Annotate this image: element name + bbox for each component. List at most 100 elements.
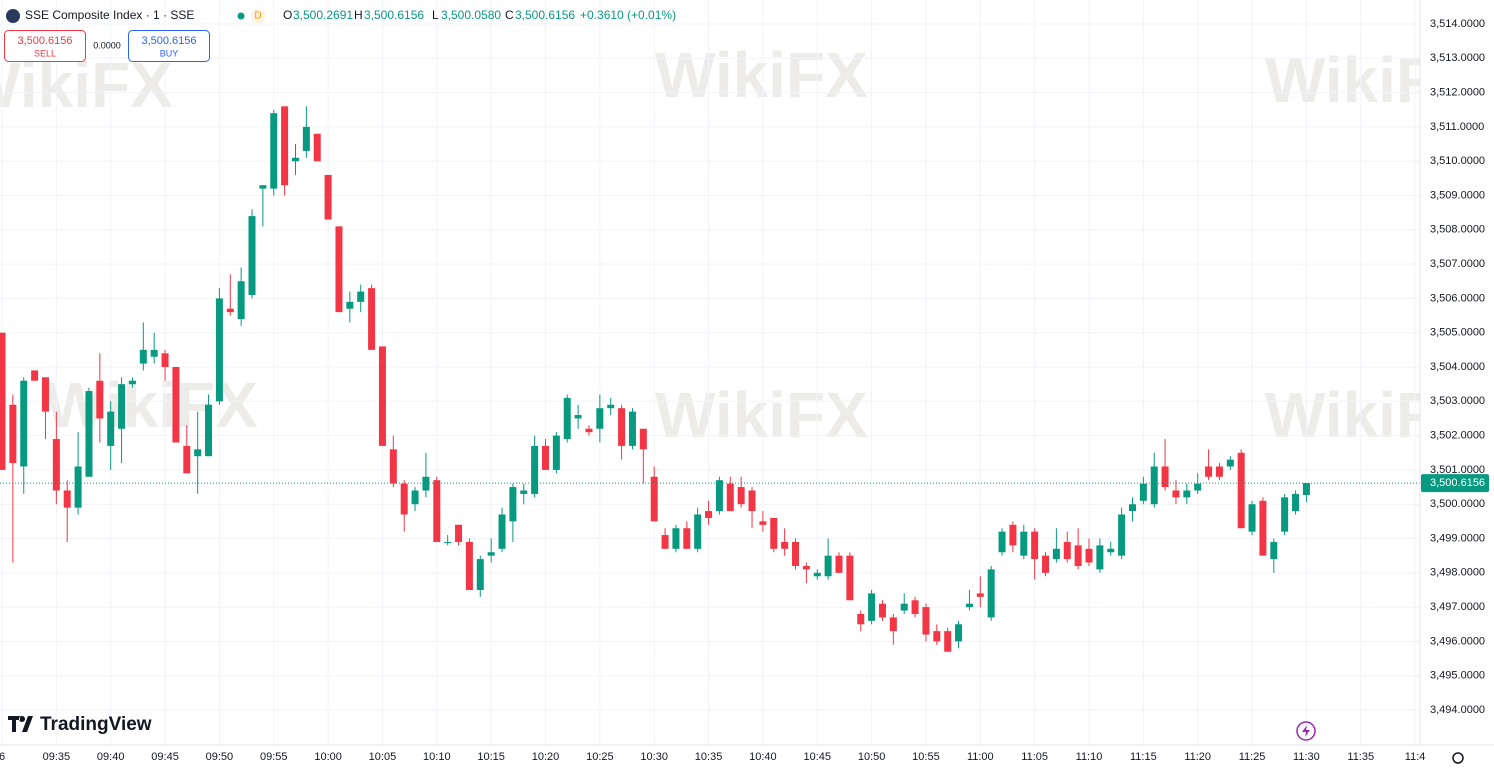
candle-body [661,535,669,549]
candle-body [433,480,441,542]
x-tick-label: 11:05 [1021,751,1048,763]
sell-button[interactable] [4,30,86,62]
market-open-dot [237,12,245,20]
candle-body [107,411,115,446]
y-tick-label: 3,513.0000 [1430,52,1485,64]
x-tick-label: 11:35 [1347,751,1374,763]
candle-body [1031,531,1039,560]
y-tick-label: 3,509.0000 [1430,189,1485,201]
x-tick-label: 10:55 [912,751,940,763]
candle-body [1281,497,1289,532]
candle-body [0,332,6,470]
x-tick-label: 10:25 [586,751,614,763]
y-tick-label: 3,507.0000 [1430,258,1485,270]
x-tick-label: 10:05 [369,751,397,763]
y-tick-label: 3,511.0000 [1430,121,1484,133]
x-tick-label: 09:55 [260,751,288,763]
candle-body [74,466,82,508]
x-tick-label: 11:25 [1239,751,1266,763]
y-tick-label: 3,498.0000 [1430,567,1485,579]
alert-icon[interactable] [1296,721,1316,741]
legend-value: 3,500.6156 [515,8,575,22]
legend-value: 3,500.0580 [441,8,501,22]
candle-body [96,380,104,419]
legend-value: 3,500.2691 [293,8,353,22]
candle-body [205,404,213,457]
last-price-label: 3,500.6156 [1430,477,1485,489]
candle-body [726,483,734,512]
candle-body [1302,483,1310,495]
x-tick-label: 10:15 [477,751,505,763]
candle-body [520,490,528,494]
candle-body [922,607,930,635]
y-tick-label: 3,510.0000 [1430,155,1485,167]
candle-body [542,445,549,470]
candle-body [248,216,256,295]
settings-icon[interactable] [1452,752,1464,764]
candle-body [878,603,886,618]
candle-body [1248,504,1256,532]
candle-body [759,521,767,525]
candle-body [85,391,93,477]
buy-label: BUY [160,48,179,58]
candle-body [161,353,169,368]
change: +0.3610 (+0.01%) [580,8,676,22]
candle-body [324,174,332,220]
session-badge-bg [251,9,265,23]
candle-body [1237,452,1245,529]
x-tick-label: 6 [0,751,5,763]
candle-body [335,226,343,313]
candle-body [563,397,571,440]
candle-body [672,528,680,549]
buy-button[interactable] [128,30,210,62]
x-tick-label: 11:20 [1184,751,1211,763]
candle-body [552,435,560,470]
candle-body [1226,459,1234,467]
y-tick-label: 3,497.0000 [1430,601,1485,613]
candle-body [715,480,723,512]
candle-body [1020,531,1028,556]
x-tick-label: 09:35 [43,751,71,763]
candle-body [802,565,810,570]
x-tick-label: 10:35 [695,751,723,763]
y-tick-label: 3,503.0000 [1430,395,1485,407]
candle-body [422,476,430,491]
candle-body [389,449,397,484]
legend-key: H [354,8,363,22]
candle-body [487,552,495,556]
x-tick-label: 10:30 [640,751,668,763]
legend-key: O [283,8,292,22]
candle-body [900,603,908,611]
candle-body [574,415,582,419]
candle-body [1259,500,1267,556]
sell-price: 3,500.6156 [17,35,72,47]
candle-body [639,428,647,450]
last-price-tag [1421,474,1489,493]
candle-body [944,631,952,652]
y-tick-label: 3,499.0000 [1430,532,1485,544]
candle-body [1118,514,1126,556]
candle-body [705,511,713,518]
candle-body [150,349,158,357]
candle-body [378,346,386,446]
candle-body [857,613,865,625]
price-axis-bg [1420,0,1494,771]
candle-body [596,408,604,429]
session-badge: D [254,11,261,22]
candle-body [455,524,463,542]
candle-body [889,617,897,632]
candle-body [465,541,473,590]
x-tick-label: 09:50 [206,751,234,763]
candle-body [1009,524,1017,546]
grid [0,0,1420,745]
candle-body [270,113,278,189]
x-tick-label: 09:40 [97,751,125,763]
candle-body [1063,541,1071,560]
candle-body [1085,548,1093,563]
legend-key: L [432,8,439,22]
candle-body [237,281,245,319]
y-tick-label: 3,496.0000 [1430,635,1485,647]
buy-price: 3,500.6156 [141,35,196,47]
candle-body [118,384,126,429]
candle-body [139,349,147,364]
